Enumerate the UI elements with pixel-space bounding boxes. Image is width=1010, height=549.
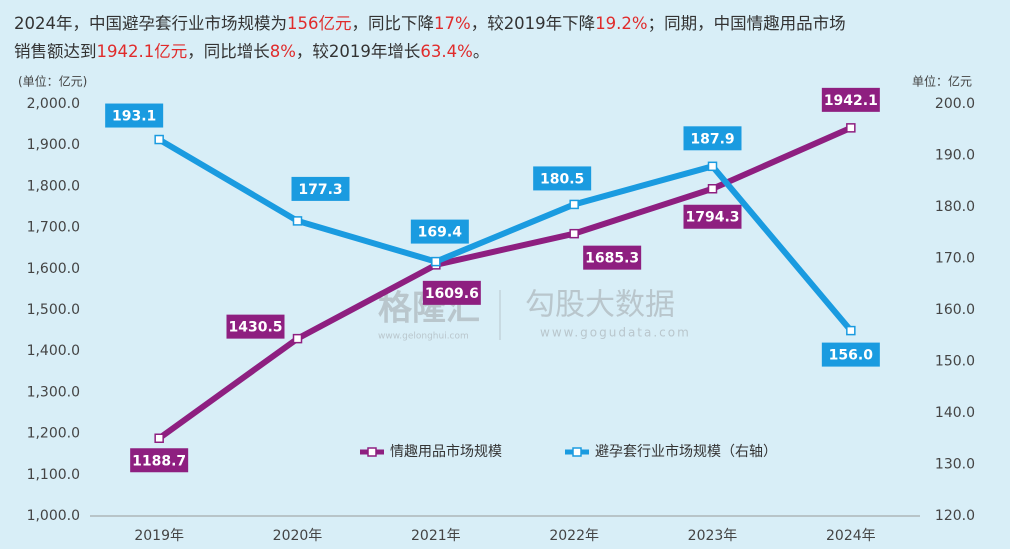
x-tick-label: 2021年: [411, 528, 461, 544]
point-marker: [431, 256, 441, 267]
point-marker: [846, 123, 856, 133]
watermark: www.gogudata.com: [540, 326, 691, 340]
y-tick-label: 1,700.0: [27, 220, 80, 236]
value-label-box: [583, 245, 642, 270]
value-label: 193.1: [112, 109, 156, 125]
headline-segment: 63.4%: [420, 42, 473, 61]
y-tick-label: 1,900.0: [27, 137, 80, 153]
value-label-box: [130, 448, 189, 473]
value-label-box: [422, 280, 481, 305]
headline: 2024年，中国避孕套行业市场规模为156亿元，同比下降17%，较2019年下降…: [14, 10, 846, 34]
headline-segment: ；同期，中国情趣用品市场: [647, 14, 846, 33]
legend-label: 避孕套行业市场规模（右轴）: [595, 443, 777, 460]
x-tick-label: 2024年: [826, 528, 876, 544]
headline-segment: ，同比下降: [351, 14, 435, 33]
headline-segment: ，较2019年下降: [470, 14, 596, 33]
headline: 销售额达到1942.1亿元，同比增长8%，较2019年增长63.4%。: [14, 38, 489, 62]
value-label-box: [683, 204, 742, 229]
y-tick-label: 1,200.0: [27, 426, 80, 442]
value-label: 1685.3: [585, 251, 639, 267]
value-label-box: [683, 126, 742, 151]
value-label: 177.3: [298, 182, 342, 198]
x-tick-label: 2019年: [134, 528, 184, 544]
point-marker: [569, 228, 579, 239]
headline-segment: 8%: [269, 42, 296, 61]
value-label: 1430.5: [228, 320, 282, 336]
point-marker: [292, 216, 303, 226]
value-label-box: [226, 314, 285, 339]
value-label: 169.4: [418, 225, 463, 241]
headline-segment: 销售额达到: [14, 42, 97, 61]
point-marker: [707, 183, 718, 194]
point-marker: [846, 325, 856, 336]
legend-marker: [572, 447, 582, 457]
series-line: [157, 125, 853, 441]
y-axis-unit: (单位：亿元): [18, 74, 87, 89]
y2-tick-label: 190.0: [935, 148, 975, 164]
y-tick-label: 1,500.0: [27, 302, 80, 318]
y-tick-label: 1,800.0: [27, 178, 80, 194]
watermark: www.gelonghui.com: [378, 332, 469, 342]
x-tick-label: 2022年: [549, 528, 599, 544]
point-marker: [292, 333, 303, 344]
value-label-box: [105, 103, 164, 128]
headline-segment: 17%: [434, 14, 471, 33]
headline-segment: 19.2%: [595, 14, 648, 33]
value-label: 156.0: [829, 348, 874, 364]
y-tick-label: 2,000.0: [27, 96, 80, 112]
y2-tick-label: 120.0: [935, 508, 975, 524]
value-label: 1188.7: [132, 453, 186, 469]
y-tick-label: 1,000.0: [27, 508, 80, 524]
value-label: 1794.3: [685, 210, 739, 226]
point-marker: [569, 199, 579, 210]
y2-axis-unit: 单位：亿元: [912, 74, 972, 89]
y2-tick-label: 150.0: [935, 354, 975, 370]
point-marker: [154, 134, 164, 145]
x-tick-label: 2023年: [688, 528, 738, 544]
legend-label: 情趣用品市场规模: [390, 443, 502, 460]
y2-tick-label: 160.0: [935, 302, 975, 318]
y2-tick-label: 200.0: [935, 96, 975, 112]
x-tick-label: 2020年: [273, 528, 323, 544]
point-marker: [154, 433, 164, 444]
y2-tick-label: 180.0: [935, 199, 975, 215]
y-tick-label: 1,600.0: [27, 261, 80, 277]
y-tick-label: 1,100.0: [27, 467, 80, 483]
value-label-box: [821, 87, 880, 112]
value-label: 1609.6: [425, 286, 479, 302]
value-label: 180.5: [540, 171, 584, 187]
y2-tick-label: 170.0: [935, 251, 975, 267]
y-tick-label: 1,400.0: [27, 343, 80, 359]
value-label-box: [533, 166, 592, 191]
y-tick-label: 1,300.0: [27, 384, 80, 400]
y2-tick-label: 130.0: [935, 457, 975, 473]
headline-segment: 156亿元: [287, 14, 352, 33]
value-label-box: [821, 342, 880, 367]
headline-segment: 1942.1亿元: [96, 42, 188, 61]
headline-segment: ，较2019年增长: [295, 42, 421, 61]
value-label-box: [291, 176, 350, 201]
series-line: [157, 136, 854, 333]
y2-tick-label: 140.0: [935, 405, 975, 421]
point-marker: [707, 161, 718, 172]
headline-segment: 2024年，中国避孕套行业市场规模为: [14, 14, 287, 33]
headline-segment: 。: [472, 42, 490, 61]
legend-marker: [367, 447, 377, 457]
watermark: 勾股大数据: [525, 288, 675, 323]
headline-segment: ，同比增长: [187, 42, 270, 61]
value-label-box: [410, 219, 469, 244]
value-label: 1942.1: [824, 93, 878, 109]
value-label: 187.9: [690, 131, 734, 147]
